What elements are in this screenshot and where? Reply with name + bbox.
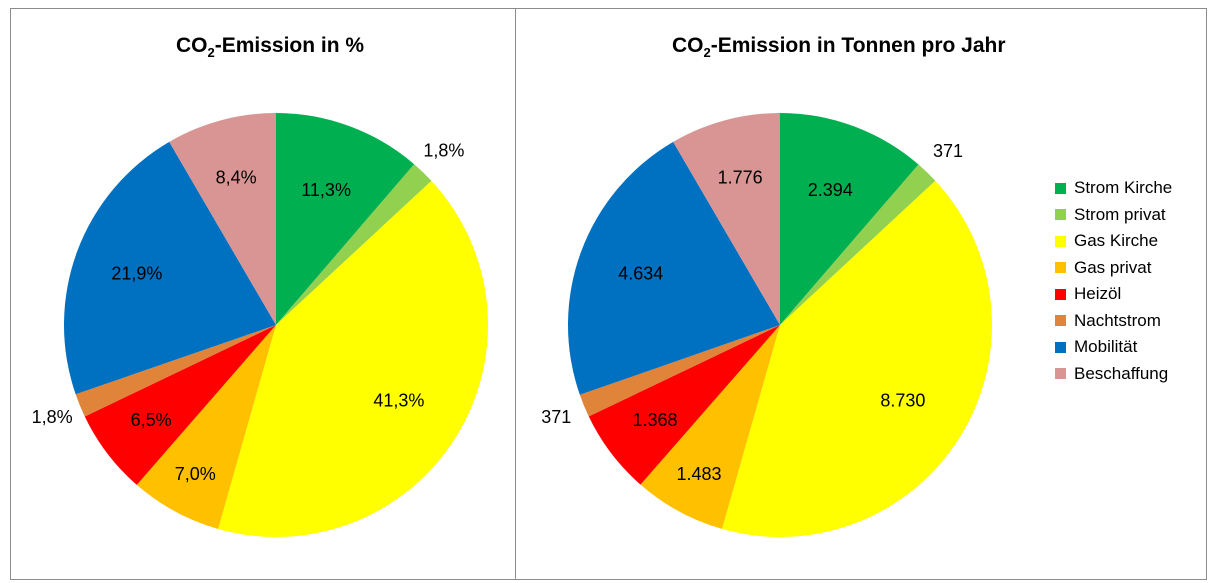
legend-item-mobilitaet: Mobilität (1055, 334, 1172, 361)
legend-item-strom-privat: Strom privat (1055, 202, 1172, 229)
legend-swatch (1055, 182, 1066, 194)
legend-label: Heizöl (1074, 284, 1122, 304)
legend-swatch (1055, 209, 1066, 221)
legend-item-gas-kirche: Gas Kirche (1055, 228, 1172, 255)
pie-slice-heizoel (588, 325, 780, 485)
pie-slice-beschaffung (673, 113, 780, 325)
pie-slice-strom-privat (780, 164, 936, 325)
data-label-beschaffung: 1.776 (718, 168, 763, 188)
legend-label: Gas privat (1074, 257, 1152, 277)
pie-slice-nachtstrom (579, 325, 780, 417)
data-label-strom-privat: 371 (933, 141, 963, 161)
pie-slice-gas-kirche (218, 180, 488, 538)
legend-item-beschaffung: Beschaffung (1055, 361, 1172, 388)
title-main: CO (672, 34, 704, 57)
pie-slice-mobilitaet (568, 141, 780, 395)
legend-item-gas-privat: Gas privat (1055, 255, 1172, 282)
chart-title-percent: CO2-Emission in % (176, 34, 364, 60)
data-label-mobilitaet: 4.634 (618, 264, 663, 284)
data-label-gas-kirche: 8.730 (880, 390, 925, 410)
data-label-strom-privat: 1,8% (423, 141, 464, 161)
pie-slice-mobilitaet (63, 141, 277, 395)
legend-item-strom-kirche: Strom Kirche (1055, 175, 1172, 202)
legend-swatch (1055, 288, 1066, 300)
legend-swatch (1055, 368, 1066, 380)
data-label-beschaffung: 8,4% (216, 168, 257, 188)
title-main: CO (176, 34, 208, 57)
pie-slice-nachtstrom (75, 325, 276, 417)
data-label-gas-kirche: 41,3% (373, 390, 424, 410)
legend-item-nachtstrom: Nachtstrom (1055, 308, 1172, 335)
legend-swatch (1055, 262, 1066, 274)
pie-slice-heizoel (84, 325, 276, 485)
legend-label: Beschaffung (1074, 363, 1169, 383)
data-label-strom-kirche: 2.394 (808, 180, 853, 200)
pie-slice-beschaffung (169, 113, 276, 325)
data-label-heizoel: 1.368 (633, 410, 678, 430)
legend-item-heizoel: Heizöl (1055, 281, 1172, 308)
title-subscript: 2 (207, 45, 215, 61)
data-label-gas-privat: 7,0% (175, 464, 216, 484)
data-label-mobilitaet: 21,9% (111, 263, 162, 283)
legend-swatch (1055, 341, 1066, 353)
pie-slice-strom-kirche (276, 113, 415, 325)
chart-title-tonnes: CO2-Emission in Tonnen pro Jahr (672, 34, 1006, 60)
data-label-nachtstrom: 1,8% (32, 407, 73, 427)
pie-slice-strom-privat (276, 164, 432, 325)
data-label-gas-privat: 1.483 (677, 464, 722, 484)
pie-slice-gas-privat (640, 325, 780, 529)
legend-label: Mobilität (1074, 337, 1138, 357)
pie-slice-strom-kirche (780, 113, 919, 325)
data-label-nachtstrom: 371 (541, 407, 571, 427)
legend-label: Gas Kirche (1074, 231, 1159, 251)
pie-slice-gas-privat (136, 325, 276, 529)
legend-label: Nachtstrom (1074, 310, 1161, 330)
legend-swatch (1055, 315, 1066, 327)
title-subscript: 2 (703, 45, 711, 61)
legend-label: Strom Kirche (1074, 178, 1173, 198)
legend-label: Strom privat (1074, 204, 1166, 224)
title-rest: -Emission in Tonnen pro Jahr (710, 34, 1006, 57)
title-rest: -Emission in % (214, 34, 365, 57)
chart-legend: Strom Kirche Strom privat Gas Kirche Gas pr… (1055, 175, 1172, 387)
pie-slice-gas-kirche (722, 180, 992, 537)
data-label-strom-kirche: 11,3% (301, 180, 351, 200)
legend-swatch (1055, 235, 1066, 247)
data-label-heizoel: 6,5% (131, 410, 172, 430)
